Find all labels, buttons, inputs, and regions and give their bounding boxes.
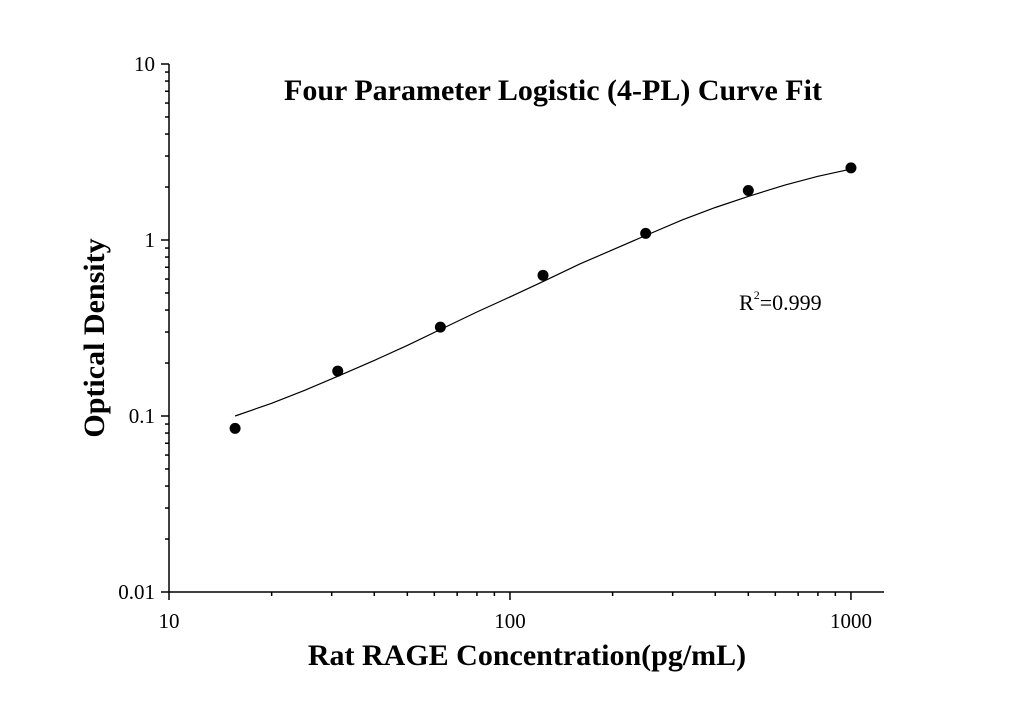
x-ticks — [168, 592, 852, 600]
data-point — [537, 269, 549, 281]
data-point — [332, 365, 344, 377]
y-axis-label: Optical Density — [78, 238, 111, 437]
y-tick-label: 0.01 — [118, 580, 155, 604]
x-tick-label: 1000 — [830, 609, 872, 633]
x-axis-label: Rat RAGE Concentration(pg/mL) — [308, 639, 746, 672]
x-tick-labels: 10 100 1000 — [159, 609, 872, 633]
x-tick-label: 100 — [494, 609, 526, 633]
x-tick-label: 10 — [159, 609, 180, 633]
y-tick-label: 1 — [145, 228, 156, 252]
data-point — [845, 162, 857, 174]
y-tick-labels: 0.01 0.1 1 10 — [118, 52, 155, 604]
r-squared-sup: 2 — [754, 288, 760, 302]
y-ticks — [161, 63, 169, 593]
x-axis: 10 100 1000 — [159, 591, 884, 633]
y-tick-label: 10 — [134, 52, 155, 76]
data-point — [229, 422, 241, 434]
y-axis: 0.01 0.1 1 10 — [118, 52, 170, 604]
chart-title: Four Parameter Logistic (4-PL) Curve Fit — [284, 74, 822, 107]
r-squared-annotation: R2=0.999 — [739, 288, 822, 315]
r-squared-base: R — [739, 290, 754, 315]
data-points — [229, 162, 857, 434]
data-point — [434, 321, 446, 333]
data-point — [640, 227, 652, 239]
r-squared-value: =0.999 — [760, 290, 822, 315]
y-tick-label: 0.1 — [129, 404, 155, 428]
data-point — [742, 185, 754, 197]
